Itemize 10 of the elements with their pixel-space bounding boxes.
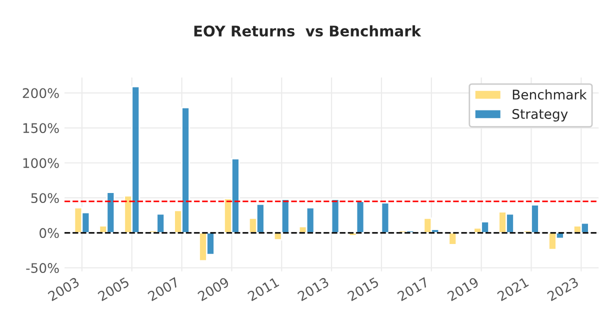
legend-label: Strategy: [512, 108, 568, 122]
y-tick-label: 200%: [22, 88, 59, 98]
y-tick-label: 0%: [40, 228, 59, 238]
y-tick-label: 100%: [23, 158, 59, 168]
y-tick-label: 50%: [31, 193, 59, 204]
y-tick-label: -50%: [26, 263, 59, 274]
y-tick-label: 150%: [23, 123, 59, 134]
bar: [330, 198, 340, 234]
chart-title: EOY Returns vs Benchmark: [194, 25, 422, 37]
legend-label: Benchmark: [512, 89, 587, 100]
